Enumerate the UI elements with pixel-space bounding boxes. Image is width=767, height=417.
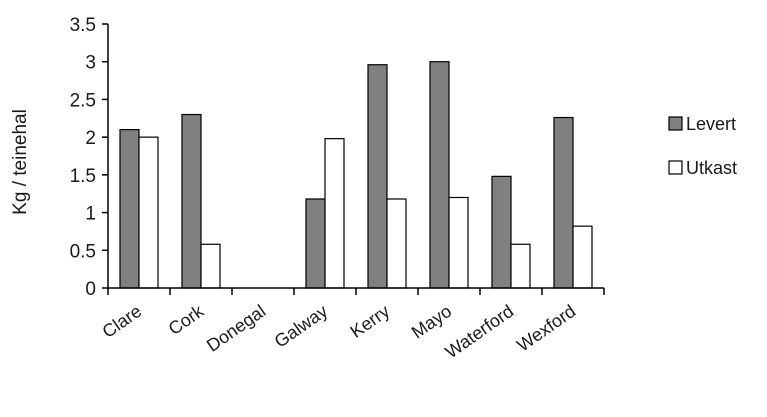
legend: Levert Utkast [668, 114, 737, 178]
y-tick-label: 2.5 [70, 90, 96, 111]
legend-label-utkast: Utkast [686, 158, 737, 178]
y-tick-label: 2 [85, 128, 96, 149]
bar-utkast-wexford [572, 225, 593, 289]
category-label: Cork [165, 300, 208, 339]
y-tick-label: 1 [85, 204, 96, 225]
category-label: Mayo [408, 301, 456, 343]
bars [119, 61, 593, 289]
legend-label-levert: Levert [686, 114, 736, 134]
bar-utkast-clare [138, 136, 159, 289]
bar-levert-clare [119, 129, 140, 289]
bar-levert-kerry [367, 64, 388, 289]
category-label: Kerry [347, 301, 394, 342]
y-axis-ticks: 0 0.5 1 1.5 2 2.5 3 3.5 [70, 15, 108, 300]
bar-utkast-galway [324, 138, 345, 289]
y-tick-label: 0 [85, 279, 96, 300]
bar-levert-waterford [491, 175, 512, 289]
bar-utkast-kerry [386, 198, 407, 289]
y-axis-title: Kg / teinehal [10, 109, 31, 215]
bar-levert-mayo [429, 61, 450, 289]
bar-levert-cork [181, 113, 202, 289]
legend-swatch-levert [668, 116, 683, 131]
category-label: Wexford [513, 301, 579, 356]
y-tick-label: 1.5 [70, 166, 96, 187]
legend-swatch-utkast [668, 160, 683, 175]
y-tick-label: 0.5 [70, 241, 96, 262]
bar-levert-galway [305, 198, 326, 289]
bar-levert-wexford [553, 116, 574, 289]
bar-utkast-mayo [448, 196, 469, 289]
bar-utkast-waterford [510, 243, 531, 289]
category-label: Clare [99, 301, 146, 342]
category-label: Galway [271, 301, 332, 352]
category-label: Waterford [442, 301, 518, 362]
category-label: Donegal [203, 301, 269, 356]
bar-utkast-cork [200, 243, 221, 289]
y-tick-label: 3.5 [70, 15, 96, 36]
y-tick-label: 3 [85, 53, 96, 74]
